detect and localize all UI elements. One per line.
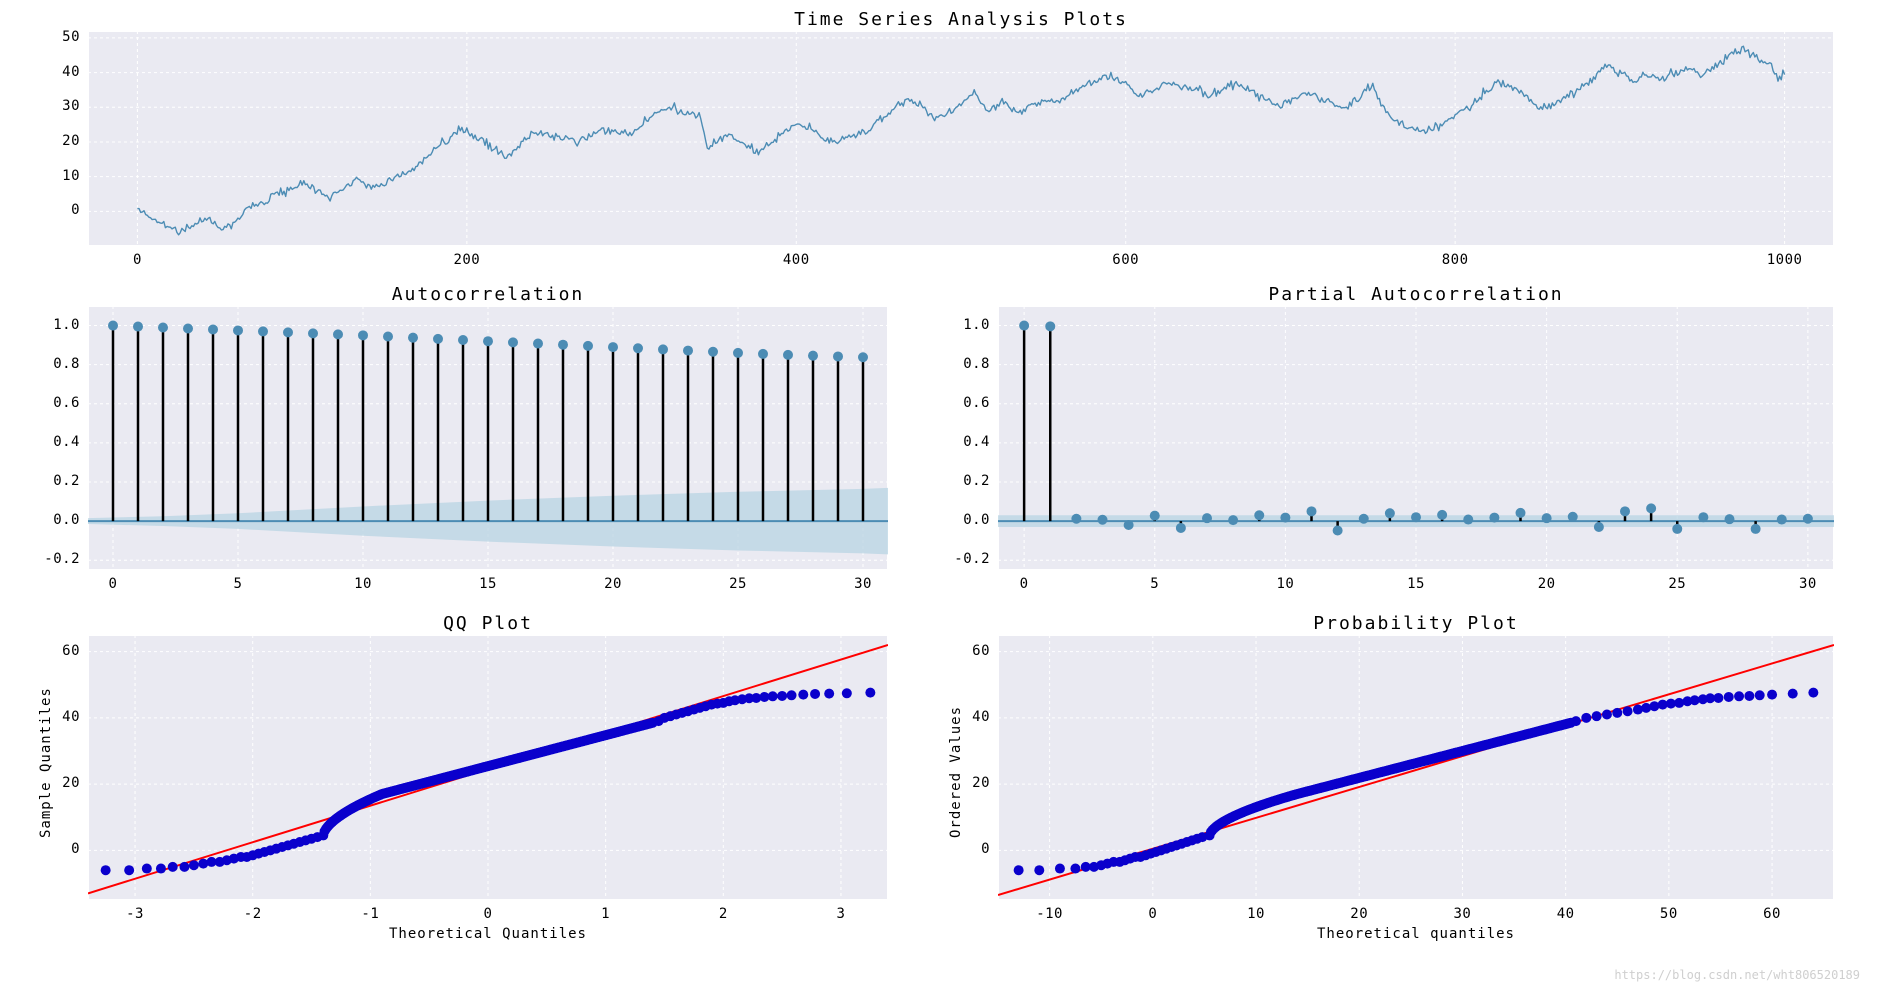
pp-title: Probability Plot <box>998 613 1834 634</box>
acf-title: Autocorrelation <box>88 284 888 305</box>
pacf-title: Partial Autocorrelation <box>998 284 1834 305</box>
qq-xlabel: Theoretical Quantiles <box>88 926 888 942</box>
acf-panel: Autocorrelation 051015202530-0.20.00.20.… <box>88 306 888 570</box>
pacf-panel: Partial Autocorrelation 051015202530-0.2… <box>998 306 1834 570</box>
pp-panel: Probability Plot Theoretical quantiles O… <box>998 635 1834 900</box>
pp-xlabel: Theoretical quantiles <box>998 926 1834 942</box>
acf-svg <box>88 306 888 570</box>
qq-svg <box>88 635 888 900</box>
pp-ylabel: Ordered Values <box>948 705 964 837</box>
timeseries-title: Time Series Analysis Plots <box>88 9 1834 30</box>
pp-svg <box>998 635 1834 900</box>
pacf-svg <box>998 306 1834 570</box>
qq-title: QQ Plot <box>88 613 888 634</box>
timeseries-svg <box>88 31 1834 246</box>
watermark-text: https://blog.csdn.net/wht806520189 <box>1614 968 1860 982</box>
timeseries-panel: Time Series Analysis Plots 0200400600800… <box>88 31 1834 246</box>
qq-panel: QQ Plot Theoretical Quantiles Sample Qua… <box>88 635 888 900</box>
